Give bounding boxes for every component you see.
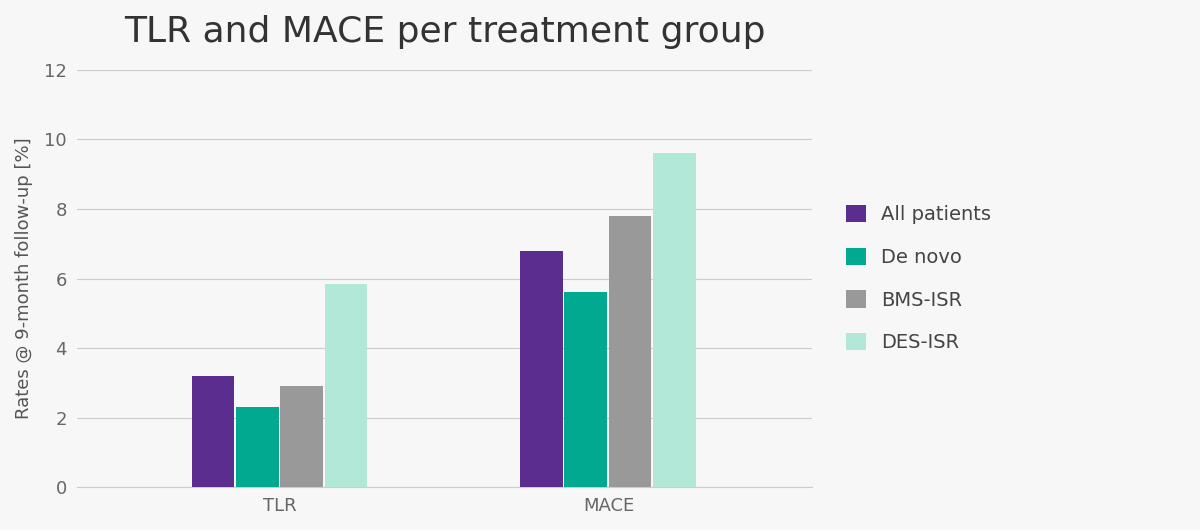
Bar (325, 284, 367, 487)
Bar (653, 153, 696, 487)
Bar (564, 293, 607, 487)
Bar (192, 376, 234, 487)
Bar (236, 407, 278, 487)
Bar (608, 216, 652, 487)
Bar (520, 251, 563, 487)
Title: TLR and MACE per treatment group: TLR and MACE per treatment group (124, 15, 766, 49)
Y-axis label: Rates @ 9-month follow-up [%]: Rates @ 9-month follow-up [%] (14, 138, 34, 419)
Bar (281, 386, 323, 487)
Legend: All patients, De novo, BMS-ISR, DES-ISR: All patients, De novo, BMS-ISR, DES-ISR (836, 195, 1001, 362)
